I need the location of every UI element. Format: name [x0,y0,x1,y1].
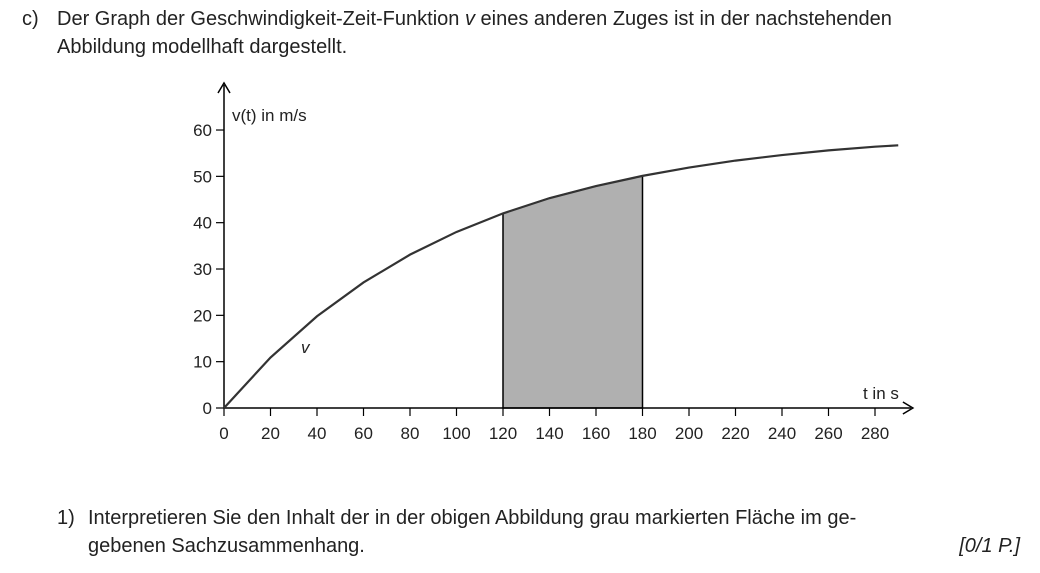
question-text: Interpretieren Sie den Inhalt der in der… [88,507,856,529]
x-tick-label: 80 [401,424,420,443]
points: [0/1 P.] [958,535,1020,557]
intro-text: Abbildung modellhaft dargestellt. [57,36,347,58]
y-arrow [217,81,231,94]
x-arrow [902,401,915,415]
task-label: c) [22,8,39,30]
y-tick-label: 0 [203,399,212,418]
question-text: gebenen Sachzusammenhang. [88,535,365,557]
curve-label: v [301,338,311,357]
chart: 0 10 20 30 40 50 60 0 20 40 60 80 100 120 140 160 180 200… [193,81,915,443]
x-tick-label: 140 [535,424,563,443]
question-label: 1) [57,507,75,529]
intro-line: Abbildung modellhaft dargestellt. [57,36,347,58]
curve [223,144,899,409]
intro-line: Der Graph der Geschwindigkeit-Zeit-Funkt… [57,8,892,30]
x-tick-label: 40 [308,424,327,443]
x-tick-label: 260 [814,424,842,443]
y-tick-label: 50 [193,167,212,186]
y-tick-label: 60 [193,121,212,140]
x-tick-label: 180 [628,424,656,443]
y-axis-label: v(t) in m/s [232,106,307,125]
x-tick-label: 160 [582,424,610,443]
x-tick-label: 20 [261,424,280,443]
x-tick-label: 200 [675,424,703,443]
intro-text: eines anderen Zuges ist in der nachstehe… [475,8,892,30]
x-tick-label: 60 [354,424,373,443]
x-tick-label: 0 [219,424,228,443]
y-tick-label: 20 [193,306,212,325]
intro-variable: v [465,8,476,30]
x-tick-label: 100 [442,424,470,443]
y-tick-label: 30 [193,260,212,279]
shaded-area [502,174,644,409]
x-tick-label: 120 [489,424,517,443]
y-tick-label: 10 [193,353,212,372]
x-tick-label: 220 [721,424,749,443]
y-tick-label: 40 [193,214,212,233]
x-axis-label: t in s [863,384,899,403]
x-tick-label: 240 [768,424,796,443]
intro-text: Der Graph der Geschwindigkeit-Zeit-Funkt… [57,8,465,30]
x-tick-label: 280 [861,424,889,443]
